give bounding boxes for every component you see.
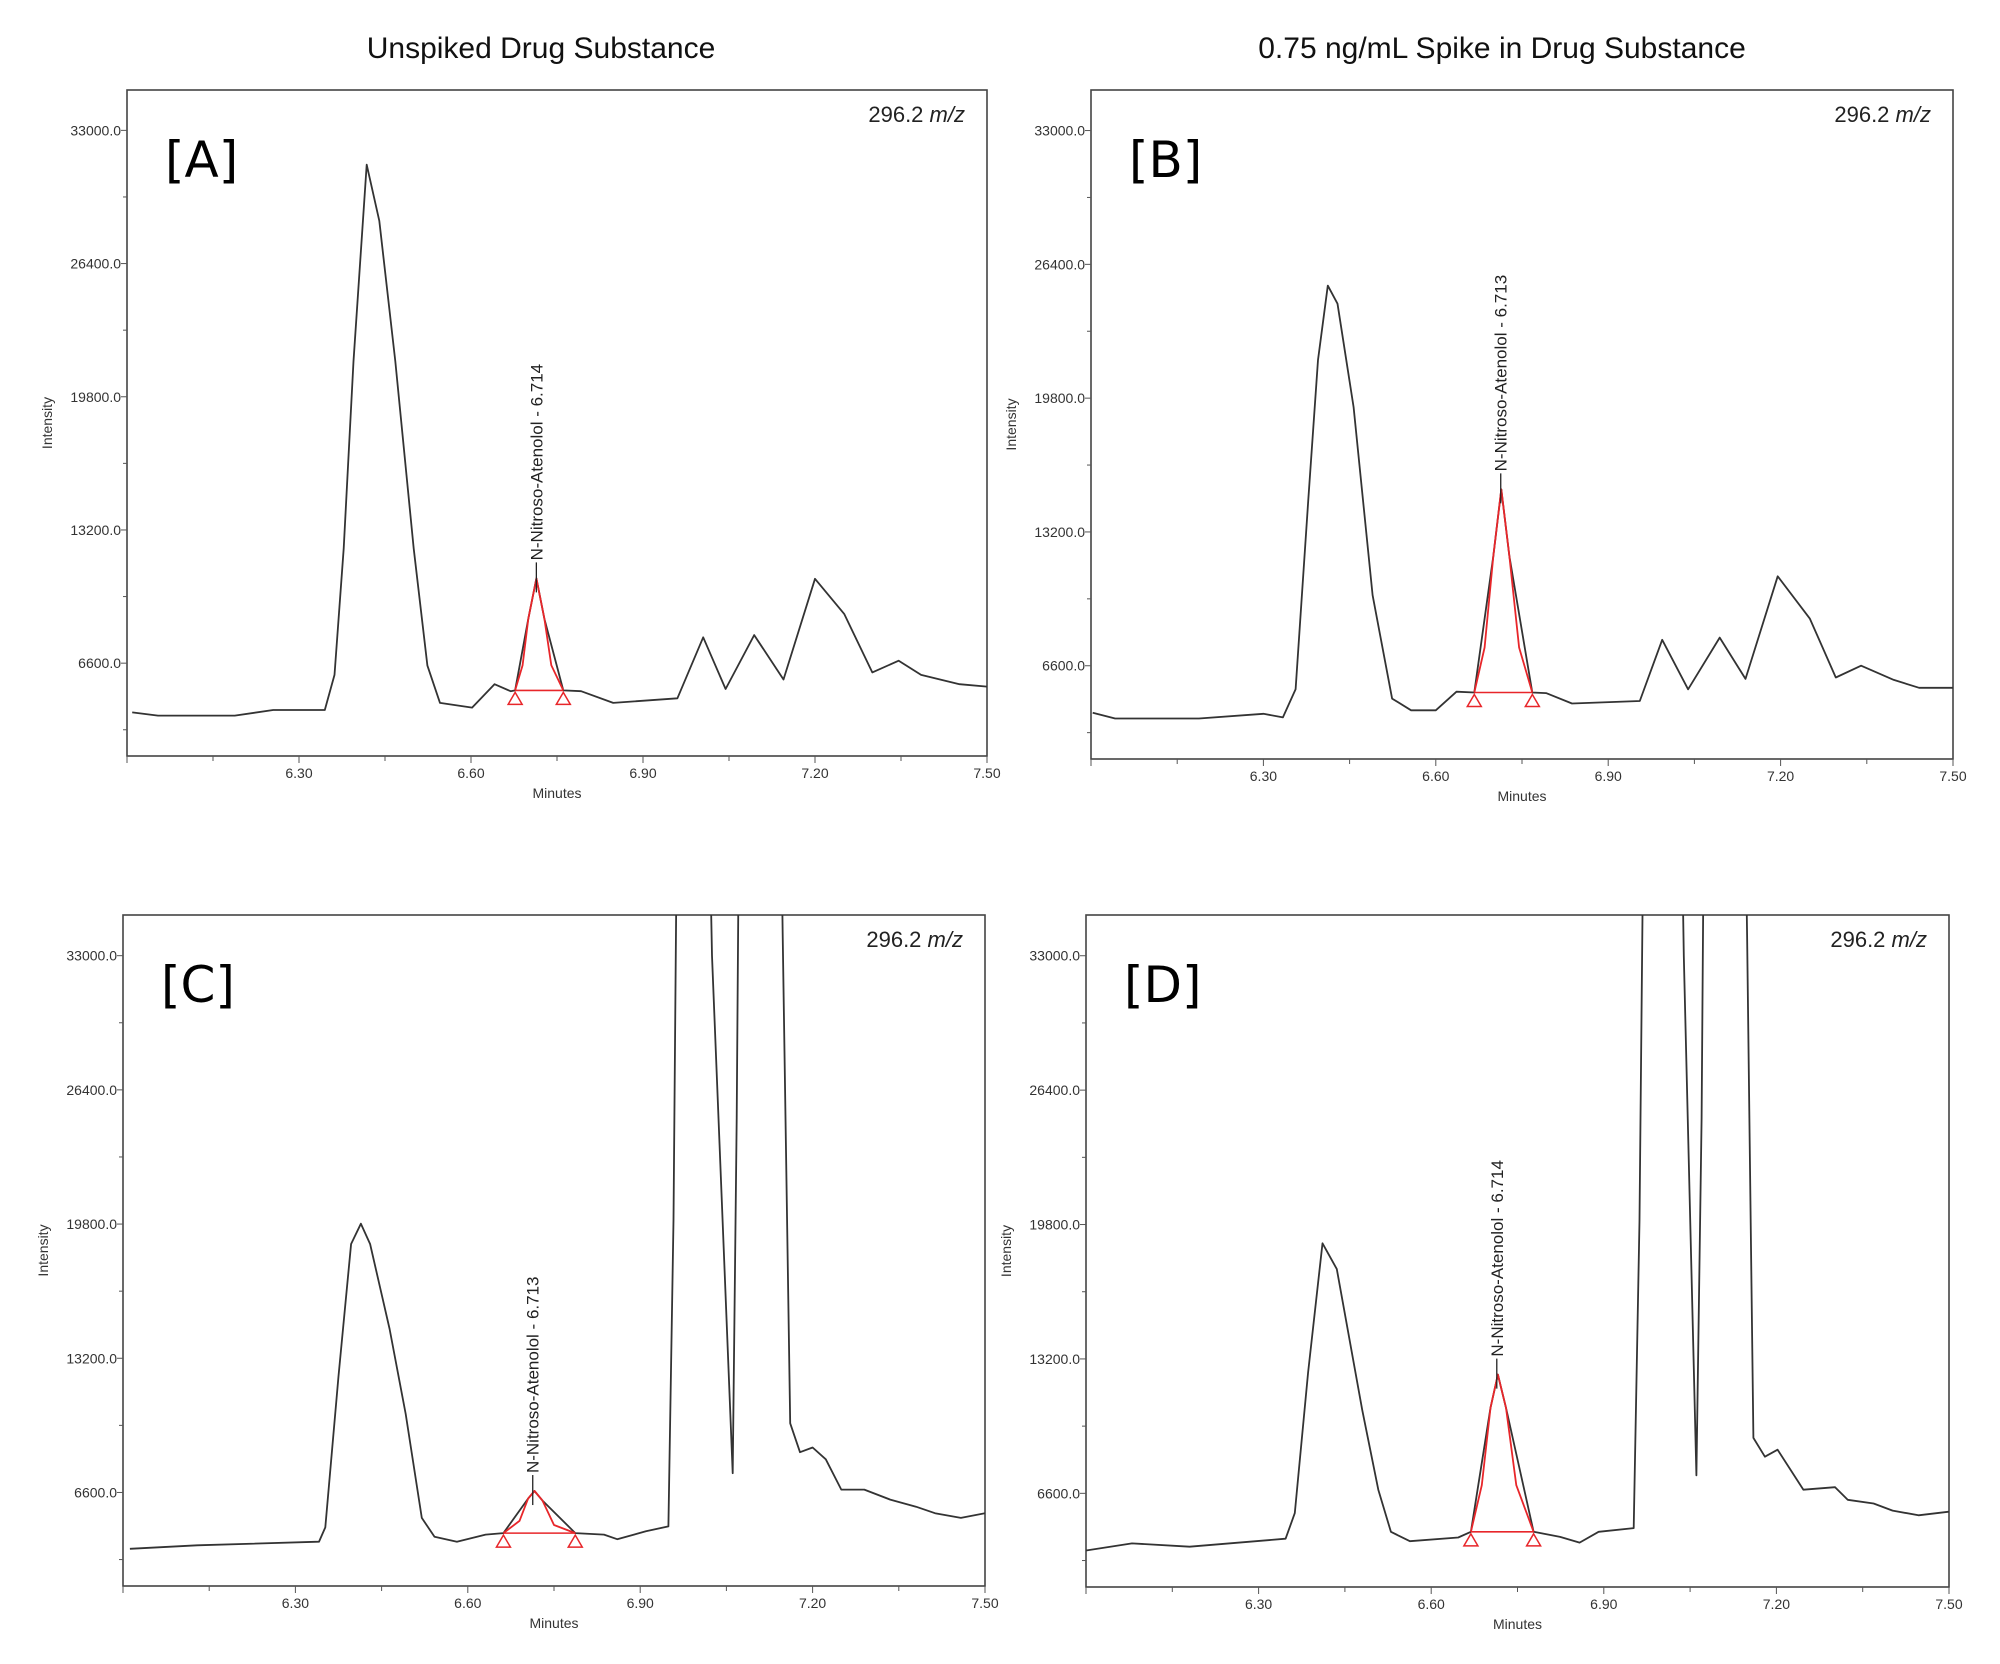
x-tick-label: 7.20 <box>1763 1596 1790 1612</box>
y-tick-label: 26400.0 <box>70 256 121 272</box>
panel-label: [D] <box>1124 956 1202 1014</box>
mz-value: 296.2 <box>1830 927 1885 952</box>
peak-start-marker <box>1465 693 1483 708</box>
x-tick-label: 7.50 <box>973 765 1000 781</box>
mz-unit: m/z <box>1896 102 1931 127</box>
peak-end-marker <box>566 1533 584 1548</box>
panel-label: [C] <box>161 956 235 1014</box>
y-tick-label: 13200.0 <box>66 1350 117 1366</box>
y-tick-label: 33000.0 <box>70 122 121 138</box>
y-tick-label: 19800.0 <box>70 389 121 405</box>
peak-label: N-Nitroso-Atenolol - 6.714 <box>527 364 546 561</box>
integrated-peak <box>502 1490 576 1534</box>
chromatogram-trace <box>1086 915 1949 1552</box>
x-tick-label: 6.30 <box>282 1595 309 1611</box>
plot-area <box>129 915 985 1550</box>
mz-value: 296.2 <box>866 927 921 952</box>
y-tick-label: 13200.0 <box>70 522 121 538</box>
x-tick-label: 6.90 <box>629 765 656 781</box>
y-axis-label: Intensity <box>998 1225 1014 1277</box>
y-tick-label: 6600.0 <box>1042 658 1085 674</box>
y-axis-label: Intensity <box>39 397 55 449</box>
y-tick-label: 19800.0 <box>66 1216 117 1232</box>
chart-panel-b: 0.75 ng/mL Spike in Drug Substance 6.30 6.… <box>1003 32 1967 804</box>
chart-title: Unspiked Drug Substance <box>367 32 716 65</box>
y-tick-label: 19800.0 <box>1029 1217 1080 1233</box>
x-tick-label: 6.90 <box>1595 768 1622 784</box>
chart-panel-d: 0.75 ng/mL Spike in Drug Product6.306.60… <box>998 914 1963 1632</box>
x-tick-label: 6.60 <box>1422 768 1449 784</box>
plot-area <box>132 163 987 717</box>
y-tick-label: 26400.0 <box>1029 1082 1080 1098</box>
mz-unit: m/z <box>1892 927 1927 952</box>
mz-annotation: 296.2 m/z <box>1830 927 1927 952</box>
y-tick-label: 13200.0 <box>1034 524 1085 540</box>
x-axis-label: Minutes <box>1497 788 1546 804</box>
y-tick-label: 6600.0 <box>1037 1485 1080 1501</box>
peak-start-marker <box>1462 1532 1480 1547</box>
chart-title: 0.75 ng/mL Spike in Drug Substance <box>1258 32 1746 65</box>
y-tick-label: 26400.0 <box>1034 256 1085 272</box>
x-tick-label: 6.60 <box>454 1595 481 1611</box>
y-tick-label: 26400.0 <box>66 1082 117 1098</box>
y-tick-label: 19800.0 <box>1034 390 1085 406</box>
plot-area <box>1086 915 1949 1552</box>
peak-label: N-Nitroso-Atenolol - 6.713 <box>524 1277 543 1474</box>
x-tick-label: 6.30 <box>285 765 312 781</box>
integrated-peak <box>514 577 565 691</box>
mz-unit: m/z <box>928 927 963 952</box>
x-tick-label: 7.50 <box>971 1595 998 1611</box>
x-tick-label: 6.60 <box>457 765 484 781</box>
x-tick-label: 6.60 <box>1418 1596 1445 1612</box>
chart-panel-a: Unspiked Drug Substance 6.30 6.60 6.90 7.20 7… <box>39 32 1001 801</box>
peak-start-marker <box>506 690 524 706</box>
peak-end-marker <box>555 690 572 706</box>
x-tick-label: 6.30 <box>1245 1596 1272 1612</box>
x-tick-label: 6.90 <box>627 1595 654 1611</box>
x-tick-label: 7.50 <box>1939 768 1966 784</box>
mz-unit: m/z <box>930 102 965 127</box>
peak-label: N-Nitroso-Atenolol - 6.713 <box>1492 275 1511 472</box>
plot-frame <box>122 914 986 1587</box>
y-tick-label: 33000.0 <box>66 948 117 964</box>
x-tick-label: 7.20 <box>801 765 828 781</box>
x-tick-label: 7.20 <box>799 1595 826 1611</box>
x-tick-label: 6.90 <box>1590 1596 1617 1612</box>
y-tick-label: 6600.0 <box>78 655 121 671</box>
integrated-peak <box>1473 488 1534 693</box>
mz-annotation: 296.2 m/z <box>1834 102 1931 127</box>
x-axis-label: Minutes <box>1493 1616 1542 1632</box>
peak-end-marker <box>1525 1532 1542 1547</box>
x-tick-label: 7.20 <box>1767 768 1794 784</box>
integrated-peak <box>1470 1373 1535 1533</box>
x-axis-label: Minutes <box>529 1615 578 1631</box>
x-tick-label: 6.30 <box>1250 768 1277 784</box>
panel-label: [B] <box>1129 131 1202 189</box>
peak-end-marker <box>1524 693 1541 708</box>
mz-annotation: 296.2 m/z <box>866 927 963 952</box>
y-tick-label: 33000.0 <box>1034 123 1085 139</box>
panel-label: [A] <box>165 131 238 189</box>
chromatogram-trace <box>1092 284 1953 720</box>
y-tick-label: 6600.0 <box>74 1484 117 1500</box>
chart-panel-c: Unspiked Drug Product6.306.606.907.207.5… <box>35 914 999 1631</box>
mz-value: 296.2 <box>1834 102 1889 127</box>
x-axis-label: Minutes <box>532 785 581 801</box>
x-tick-label: 7.50 <box>1935 1596 1962 1612</box>
chromatogram-trace <box>132 163 987 717</box>
chromatogram-trace <box>129 915 985 1550</box>
y-tick-label: 13200.0 <box>1029 1351 1080 1367</box>
peak-start-marker <box>495 1533 512 1548</box>
y-axis-label: Intensity <box>35 1224 51 1276</box>
plot-area <box>1092 284 1953 720</box>
mz-annotation: 296.2 m/z <box>868 102 965 127</box>
y-axis-label: Intensity <box>1003 398 1019 450</box>
peak-label: N-Nitroso-Atenolol - 6.714 <box>1488 1160 1507 1357</box>
y-tick-label: 33000.0 <box>1029 948 1080 964</box>
mz-value: 296.2 <box>868 102 923 127</box>
plot-frame <box>126 89 988 757</box>
